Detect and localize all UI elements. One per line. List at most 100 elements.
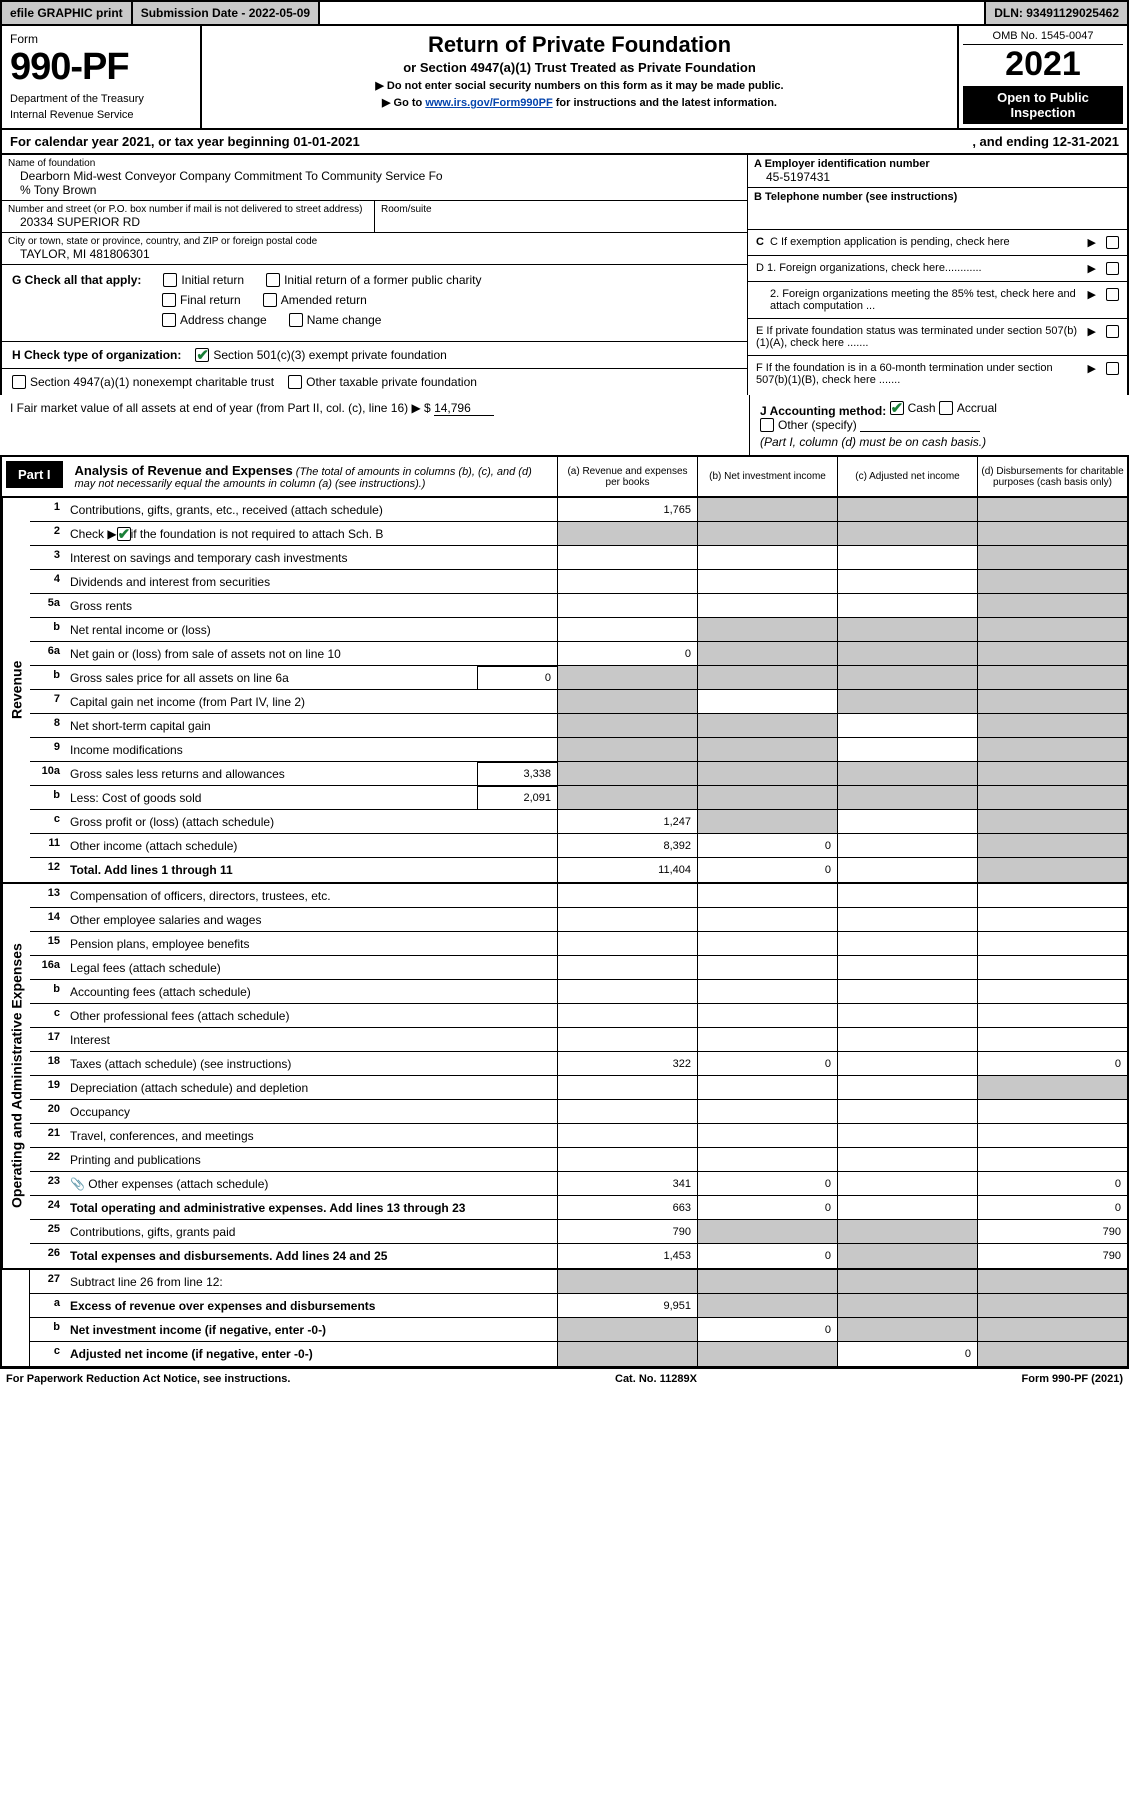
line-desc: Dividends and interest from securities [66, 570, 557, 593]
table-row: 7Capital gain net income (from Part IV, … [30, 690, 1127, 714]
amount-col-c [837, 666, 977, 689]
table-row: aExcess of revenue over expenses and dis… [30, 1294, 1127, 1318]
amount-col-b [697, 1220, 837, 1243]
checkbox-f[interactable] [1106, 362, 1119, 375]
col-c-head: (c) Adjusted net income [837, 457, 977, 496]
line-number: a [30, 1294, 66, 1317]
chk-accrual[interactable]: Accrual [939, 401, 997, 415]
amount-col-c [837, 1318, 977, 1341]
line-number: 1 [30, 498, 66, 521]
amount-col-a [557, 1124, 697, 1147]
amount-col-c [837, 810, 977, 833]
amount-col-b [697, 1028, 837, 1051]
fmv-value: 14,796 [434, 401, 494, 416]
amount-col-c [837, 690, 977, 713]
chk-other-method[interactable]: Other (specify) [760, 418, 857, 432]
table-row: 26Total expenses and disbursements. Add … [30, 1244, 1127, 1268]
arrow-icon: ▶ [1088, 262, 1096, 275]
irs-link[interactable]: www.irs.gov/Form990PF [425, 97, 552, 109]
chk-address-change[interactable]: Address change [162, 313, 267, 327]
amount-col-a [557, 786, 697, 809]
inline-amount: 2,091 [477, 786, 557, 809]
line-desc: Net investment income (if negative, ente… [66, 1318, 557, 1341]
amount-col-b [697, 1124, 837, 1147]
line-desc: Pension plans, employee benefits [66, 932, 557, 955]
amount-col-d [977, 642, 1127, 665]
table-row: 2Check ▶ if the foundation is not requir… [30, 522, 1127, 546]
amount-col-d [977, 884, 1127, 907]
calendar-year-row: For calendar year 2021, or tax year begi… [0, 130, 1129, 155]
amount-col-c [837, 858, 977, 882]
table-row: 1Contributions, gifts, grants, etc., rec… [30, 498, 1127, 522]
amount-col-c [837, 498, 977, 521]
checkbox-d2[interactable] [1106, 288, 1119, 301]
amount-col-a [557, 1076, 697, 1099]
amount-col-c [837, 522, 977, 545]
table-row: 21Travel, conferences, and meetings [30, 1124, 1127, 1148]
line-desc: Total expenses and disbursements. Add li… [66, 1244, 557, 1268]
amount-col-b [697, 884, 837, 907]
line-desc: Excess of revenue over expenses and disb… [66, 1294, 557, 1317]
amount-col-c [837, 714, 977, 737]
line-desc: Gross rents [66, 594, 557, 617]
amount-col-a: 1,765 [557, 498, 697, 521]
amount-col-a [557, 618, 697, 641]
chk-501c3[interactable]: Section 501(c)(3) exempt private foundat… [195, 348, 446, 362]
amount-col-a [557, 570, 697, 593]
chk-other-taxable[interactable]: Other taxable private foundation [288, 375, 477, 389]
identity-left: Name of foundation Dearborn Mid-west Con… [2, 155, 747, 395]
amount-col-d [977, 834, 1127, 857]
line-number: b [30, 980, 66, 1003]
line-number: 5a [30, 594, 66, 617]
expenses-label: Operating and Administrative Expenses [2, 884, 30, 1268]
amount-col-b [697, 522, 837, 545]
amount-col-a: 11,404 [557, 858, 697, 882]
amount-col-a: 1,247 [557, 810, 697, 833]
chk-name-change[interactable]: Name change [289, 313, 382, 327]
chk-4947[interactable]: Section 4947(a)(1) nonexempt charitable … [12, 375, 274, 389]
amount-col-c [837, 1172, 977, 1195]
checkbox-e[interactable] [1106, 325, 1119, 338]
omb-number: OMB No. 1545-0047 [963, 30, 1123, 45]
arrow-icon: ▶ [1088, 362, 1096, 375]
amount-col-d [977, 956, 1127, 979]
chk-final-return[interactable]: Final return [162, 293, 241, 307]
amount-col-a [557, 546, 697, 569]
line-desc: Total operating and administrative expen… [66, 1196, 557, 1219]
line-number: 20 [30, 1100, 66, 1123]
checkbox-d1[interactable] [1106, 262, 1119, 275]
amount-col-c [837, 1052, 977, 1075]
amount-col-d [977, 738, 1127, 761]
part1-label: Part I [6, 461, 63, 488]
line-desc: Gross sales price for all assets on line… [66, 666, 477, 689]
amount-col-a: 0 [557, 642, 697, 665]
amount-col-c [837, 834, 977, 857]
line-number: 13 [30, 884, 66, 907]
chk-amended-return[interactable]: Amended return [263, 293, 367, 307]
checkbox-c[interactable] [1106, 236, 1119, 249]
amount-col-b: 0 [697, 1318, 837, 1341]
amount-col-d [977, 666, 1127, 689]
cal-year-begin: For calendar year 2021, or tax year begi… [10, 134, 360, 149]
d1-item: D 1. Foreign organizations, check here..… [748, 256, 1127, 282]
chk-initial-public[interactable]: Initial return of a former public charit… [266, 273, 481, 287]
form-subtitle: or Section 4947(a)(1) Trust Treated as P… [212, 60, 947, 75]
line-desc: Other employee salaries and wages [66, 908, 557, 931]
efile-label[interactable]: efile GRAPHIC print [2, 2, 133, 24]
amount-col-b [697, 1076, 837, 1099]
table-row: bNet rental income or (loss) [30, 618, 1127, 642]
amount-col-a: 8,392 [557, 834, 697, 857]
amount-col-c [837, 762, 977, 785]
chk-cash[interactable]: Cash [890, 401, 936, 415]
form-header: Form 990-PF Department of the Treasury I… [0, 26, 1129, 130]
line-number: 25 [30, 1220, 66, 1243]
amount-col-d [977, 932, 1127, 955]
table-row: 16aLegal fees (attach schedule) [30, 956, 1127, 980]
line-desc: Less: Cost of goods sold [66, 786, 477, 809]
amount-col-d [977, 570, 1127, 593]
line-number: 10a [30, 762, 66, 785]
amount-col-d [977, 1294, 1127, 1317]
chk-initial-return[interactable]: Initial return [163, 273, 244, 287]
amount-col-b [697, 786, 837, 809]
line-number: 21 [30, 1124, 66, 1147]
